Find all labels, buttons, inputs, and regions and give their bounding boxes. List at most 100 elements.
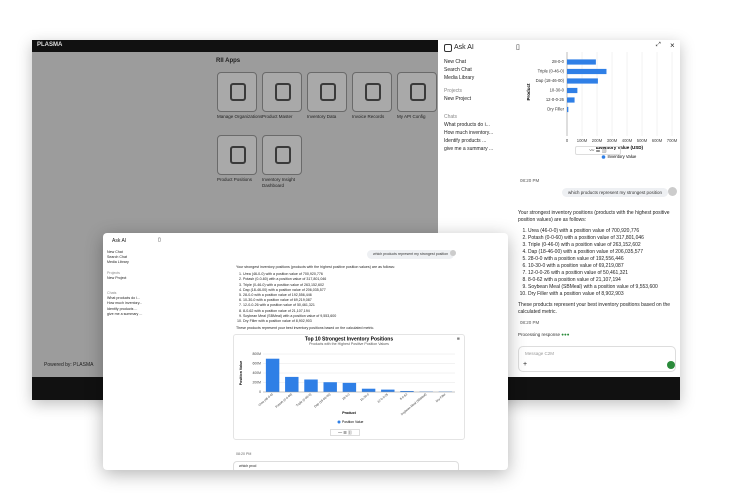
chat-item[interactable]: Identify products ... (444, 138, 487, 144)
answer-item: 12-0-0-26 with a position value of 50,46… (243, 303, 466, 308)
answer-item: Dry Filler with a position value of 8,90… (243, 319, 466, 324)
chat-item[interactable]: give me a summary ... (444, 146, 494, 152)
timestamp: 08:20 PM (236, 452, 252, 456)
app-label: Inventory Insight Dashboard (262, 177, 296, 188)
answer-item: Potash (0-0-60) with a position value of… (528, 235, 674, 242)
app-icon (320, 83, 336, 101)
x-tick-label: 8-0-62 (399, 392, 408, 401)
app-tile[interactable] (217, 135, 257, 175)
chat-item[interactable]: What products do i... (107, 296, 140, 301)
y-tick-label: Dap (18-46-00) (536, 78, 565, 83)
section-label: Projects (107, 270, 120, 275)
answer-item: 28-0-0 with a position value of 192,556,… (528, 256, 674, 263)
chat-item[interactable]: How much inventory... (444, 130, 494, 136)
sidebar-toggle[interactable]: ▯ (158, 237, 161, 243)
y-tick-label: 10-30-0 (550, 88, 565, 93)
answer-item: 10-30-0 with a position value of 69,219,… (528, 263, 674, 270)
message-input[interactable]: which prod (233, 461, 459, 470)
timestamp: 08:20 PM (520, 320, 540, 325)
y-tick-label: Dry Filler (547, 107, 564, 112)
window-title: Ask AI (112, 238, 127, 244)
chat-item[interactable]: What products do i... (444, 122, 490, 128)
x-tick-label: 600M (652, 138, 663, 143)
answer: Your strongest inventory positions (prod… (236, 265, 466, 331)
app-tile[interactable] (217, 72, 257, 112)
section-label: Projects (444, 88, 463, 94)
app-icon (230, 146, 246, 164)
close-button[interactable]: × (670, 41, 675, 50)
legend-label: Position Value (342, 420, 364, 424)
x-axis-label: Inventory Value (USD) (596, 145, 644, 150)
app-label: Product Positions (217, 177, 253, 182)
x-tick-label: Dap (18-46-00) (313, 392, 331, 408)
nav-item[interactable]: Media Library (107, 260, 129, 265)
bar (567, 68, 607, 75)
answer-item: Dry Filler with a position value of 8,90… (528, 291, 674, 298)
app-label: Invoice Records (352, 114, 385, 119)
timestamp: 08:20 PM (520, 178, 540, 183)
user-message: which products represent my strongest po… (562, 188, 669, 197)
app-tile[interactable] (262, 72, 302, 112)
nav-item[interactable]: Media Library (444, 75, 475, 81)
nav-item[interactable]: New Project (107, 275, 127, 280)
attach-button[interactable]: + (523, 361, 528, 368)
chart-type-buttons[interactable]: 〰 ☰ ▥ (330, 429, 360, 436)
nav-item[interactable]: New Chat (107, 250, 123, 254)
user-message: which products represent my strongest po… (367, 250, 455, 260)
y-tick-label: 400M (253, 371, 262, 375)
app-tile[interactable] (352, 72, 392, 112)
bar (304, 379, 318, 392)
message-input[interactable]: Message C2M + (518, 346, 676, 372)
nav-item[interactable]: New Chat (444, 59, 466, 65)
chat-item[interactable]: How much inventory... (107, 301, 143, 306)
y-tick-label: 12-0-0-26 (546, 97, 565, 102)
app-label: Product Master (262, 114, 293, 119)
answer-item: Soybean Meal (SBMeal) with a position va… (243, 314, 466, 319)
answer-list: Urea (46-0-0) with a position value of 7… (236, 272, 466, 324)
answer-item: Soybean Meal (SBMeal) with a position va… (528, 284, 674, 291)
y-tick-label: 28-0-0 (552, 59, 565, 64)
chart-type-buttons[interactable]: 〰 ☰ ▥ (575, 146, 621, 155)
app-tile[interactable] (307, 72, 347, 112)
app-icon (410, 83, 426, 101)
nav-item[interactable]: New Project (444, 96, 471, 102)
section-label: Chats (444, 114, 458, 120)
main-chart: Top 10 Strongest Inventory PositionsProd… (239, 336, 460, 424)
answer-item: Triple (0-46-0) with a position value of… (528, 242, 674, 249)
x-tick-label: 400M (622, 138, 633, 143)
answer-item: Dap (18-46-00) with a position value of … (528, 249, 674, 256)
nav-item[interactable]: Search Chat (107, 255, 127, 260)
footer: Powered by: PLASMA (44, 362, 94, 368)
input-draft: which prod (239, 464, 257, 468)
app-tile[interactable] (397, 72, 437, 112)
x-tick-label: 12-0-0-26 (376, 392, 389, 404)
window-nav: New Chat Search Chat Media Library Projects… (107, 250, 153, 317)
section-title: RII Apps (216, 58, 241, 64)
brand: PLASMA (37, 42, 63, 48)
x-tick-label: 700M (667, 138, 678, 143)
answer-outro: These products represent your best inven… (236, 326, 375, 331)
bar (361, 388, 376, 392)
menu-icon[interactable]: ≡ (457, 336, 460, 342)
bar (567, 87, 578, 94)
bar (400, 390, 414, 392)
x-tick-label: 28-0-0 (341, 392, 350, 401)
chat-item[interactable]: give me a summary ... (107, 311, 143, 316)
x-tick-label: Potash (0-0-60) (274, 392, 293, 408)
app-icon (230, 83, 246, 101)
app-tile[interactable] (262, 135, 302, 175)
x-tick-label: 300M (607, 138, 618, 143)
legend-swatch (337, 420, 341, 424)
chat-item[interactable]: Identify products ... (107, 306, 138, 311)
expand-button[interactable]: ⤢ (656, 42, 661, 48)
y-tick-label: 600M (253, 361, 262, 365)
send-button[interactable] (667, 361, 675, 369)
bar (567, 106, 569, 113)
user-avatar (668, 187, 677, 196)
bar (567, 59, 596, 65)
nav-item[interactable]: Search Chat (444, 67, 472, 73)
answer-list: Urea (46-0-0) with a position value of 7… (518, 228, 674, 298)
x-tick-label: Urea (46-0-0) (257, 392, 273, 407)
bar (265, 358, 280, 392)
sidebar-toggle[interactable]: ▯ (516, 44, 520, 51)
